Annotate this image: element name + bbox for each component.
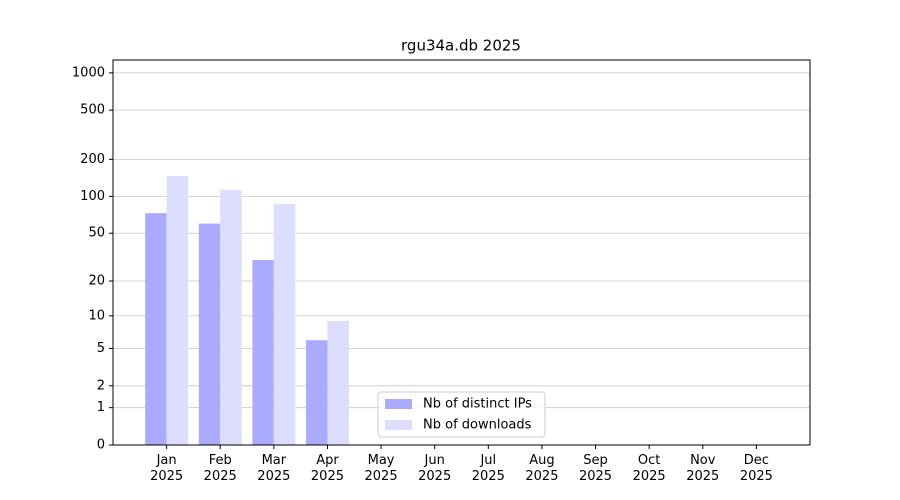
y-tick-label: 5	[97, 341, 105, 356]
bar	[306, 340, 328, 445]
legend-swatch	[385, 399, 412, 409]
y-tick-label: 2	[97, 378, 105, 393]
y-tick-label: 1	[97, 400, 105, 415]
y-tick-label: 500	[80, 103, 105, 118]
x-tick-label: Oct 2025	[632, 453, 666, 484]
x-tick-label: Jul 2025	[471, 453, 505, 484]
legend-swatch	[385, 420, 412, 430]
x-tick-label: Mar 2025	[257, 453, 291, 484]
y-tick-label: 0	[97, 438, 105, 453]
bar	[166, 176, 189, 446]
legend-label: Nb of distinct IPs	[423, 397, 532, 412]
y-tick-label: 10	[88, 308, 105, 323]
x-tick-label: Nov 2025	[686, 453, 720, 484]
bar	[220, 189, 242, 445]
y-tick-label: 1000	[72, 65, 105, 80]
x-tick-label: Apr 2025	[310, 453, 344, 484]
x-tick-label: Aug 2025	[525, 453, 559, 484]
x-tick-label: Dec 2025	[739, 453, 773, 484]
bar	[145, 213, 167, 445]
x-tick-label: Feb 2025	[203, 453, 237, 484]
x-tick-label: May 2025	[364, 453, 398, 484]
bar	[273, 203, 296, 445]
legend-box	[377, 391, 546, 438]
y-tick-label: 50	[88, 226, 105, 241]
legend-label: Nb of downloads	[423, 418, 532, 433]
x-tick-label: Jan 2025	[150, 453, 184, 484]
legend: Nb of distinct IPs Nb of downloads	[377, 391, 546, 438]
bar	[252, 260, 274, 445]
x-tick-label: Jun 2025	[418, 453, 452, 484]
y-tick-label: 20	[88, 274, 105, 289]
bar	[198, 223, 221, 445]
y-tick-label: 100	[80, 189, 105, 204]
x-tick-label: Sep 2025	[578, 453, 613, 484]
plot-frame	[112, 59, 811, 446]
y-tick-label: 200	[80, 152, 105, 167]
chart-title: rgu34a.db 2025	[401, 37, 521, 55]
bar	[327, 320, 349, 445]
